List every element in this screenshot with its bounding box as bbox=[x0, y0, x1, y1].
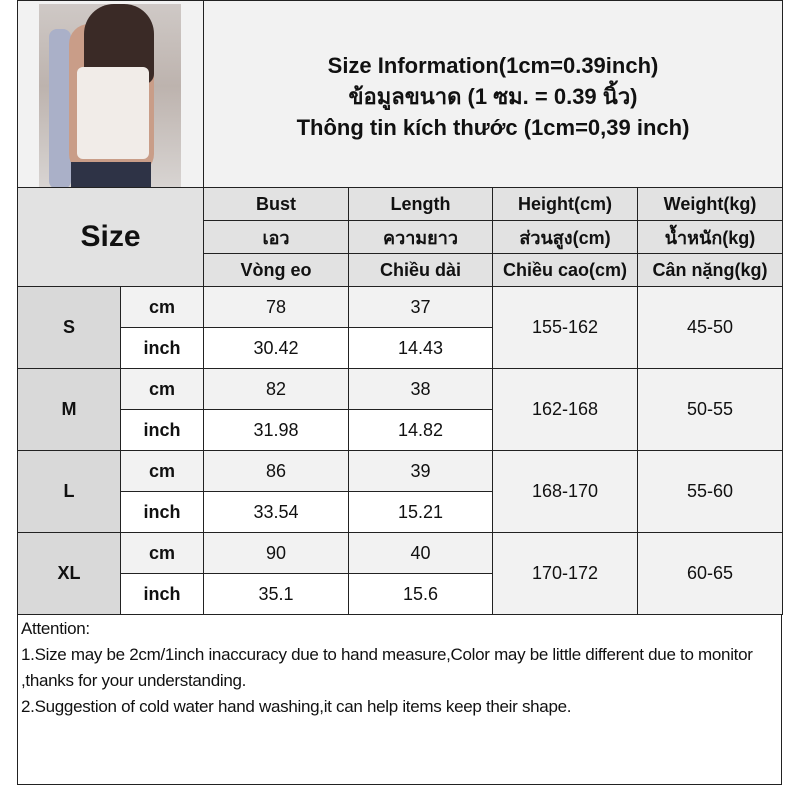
unit-cm: cm bbox=[120, 286, 204, 328]
header-weight-thai: น้ำหนัก(kg) bbox=[637, 220, 783, 254]
header-bust-vi: Vòng eo bbox=[203, 253, 349, 287]
table-row: inch 30.42 14.43 bbox=[18, 327, 783, 369]
header-bust: Bust bbox=[203, 187, 349, 221]
unit-inch: inch bbox=[120, 491, 204, 533]
size-chart: Size Information(1cm=0.39inch) ข้อมูลขนา… bbox=[17, 0, 783, 785]
length-cm: 37 bbox=[348, 286, 493, 328]
size-label: S bbox=[17, 286, 121, 369]
product-photo bbox=[39, 4, 181, 187]
unit-inch: inch bbox=[120, 409, 204, 451]
attention-heading: Attention: bbox=[21, 619, 90, 638]
title-vietnamese: Thông tin kích thước (1cm=0,39 inch) bbox=[296, 115, 690, 140]
bust-cm: 90 bbox=[203, 532, 349, 574]
header-length-thai: ความยาว bbox=[348, 220, 493, 254]
unit-inch: inch bbox=[120, 327, 204, 369]
height-range: 168-170 bbox=[492, 450, 638, 533]
unit-cm: cm bbox=[120, 368, 204, 410]
length-cm: 39 bbox=[348, 450, 493, 492]
length-inch: 15.21 bbox=[348, 491, 493, 533]
size-label: L bbox=[17, 450, 121, 533]
size-info-title: Size Information(1cm=0.39inch) ข้อมูลขนา… bbox=[203, 0, 783, 188]
bust-inch: 30.42 bbox=[203, 327, 349, 369]
table-row: inch 31.98 14.82 bbox=[18, 409, 783, 451]
length-inch: 15.6 bbox=[348, 573, 493, 615]
bust-inch: 31.98 bbox=[203, 409, 349, 451]
bust-cm: 86 bbox=[203, 450, 349, 492]
attention-notes: Attention: 1.Size may be 2cm/1inch inacc… bbox=[17, 615, 782, 785]
table-row: S cm 78 37 155-162 45-50 bbox=[17, 286, 783, 369]
attention-item: 1.Size may be 2cm/1inch inaccuracy due t… bbox=[21, 645, 753, 690]
weight-range: 60-65 bbox=[637, 532, 783, 615]
bust-cm: 82 bbox=[203, 368, 349, 410]
unit-inch: inch bbox=[120, 573, 204, 615]
header-weight: Weight(kg) bbox=[637, 187, 783, 221]
height-range: 162-168 bbox=[492, 368, 638, 451]
length-inch: 14.82 bbox=[348, 409, 493, 451]
header-weight-vi: Cân nặng(kg) bbox=[637, 253, 783, 287]
header-height: Height(cm) bbox=[492, 187, 638, 221]
size-table: Size Information(1cm=0.39inch) ข้อมูลขนา… bbox=[17, 0, 783, 615]
size-label: XL bbox=[17, 532, 121, 615]
header-height-vi: Chiều cao(cm) bbox=[492, 253, 638, 287]
table-row: inch 35.1 15.6 bbox=[18, 573, 783, 615]
attention-item: 2.Suggestion of cold water hand washing,… bbox=[21, 697, 572, 716]
product-photo-cell bbox=[17, 0, 204, 188]
title-english: Size Information(1cm=0.39inch) bbox=[327, 53, 659, 78]
header-height-thai: ส่วนสูง(cm) bbox=[492, 220, 638, 254]
height-range: 155-162 bbox=[492, 286, 638, 369]
length-cm: 40 bbox=[348, 532, 493, 574]
weight-range: 50-55 bbox=[637, 368, 783, 451]
weight-range: 45-50 bbox=[637, 286, 783, 369]
height-range: 170-172 bbox=[492, 532, 638, 615]
header-bust-thai: เอว bbox=[203, 220, 349, 254]
table-row: inch 33.54 15.21 bbox=[18, 491, 783, 533]
length-inch: 14.43 bbox=[348, 327, 493, 369]
bust-inch: 35.1 bbox=[203, 573, 349, 615]
weight-range: 55-60 bbox=[637, 450, 783, 533]
length-cm: 38 bbox=[348, 368, 493, 410]
header-length: Length bbox=[348, 187, 493, 221]
unit-cm: cm bbox=[120, 450, 204, 492]
header-length-vi: Chiều dài bbox=[348, 253, 493, 287]
title-thai: ข้อมูลขนาด (1 ซม. = 0.39 นิ้ว) bbox=[348, 84, 638, 109]
size-label: M bbox=[17, 368, 121, 451]
bust-cm: 78 bbox=[203, 286, 349, 328]
table-row: M cm 82 38 162-168 50-55 bbox=[17, 368, 783, 451]
size-column-header: Size bbox=[17, 187, 204, 287]
unit-cm: cm bbox=[120, 532, 204, 574]
bust-inch: 33.54 bbox=[203, 491, 349, 533]
table-row: L cm 86 39 168-170 55-60 bbox=[17, 450, 783, 533]
table-row: XL cm 90 40 170-172 60-65 bbox=[17, 532, 783, 615]
